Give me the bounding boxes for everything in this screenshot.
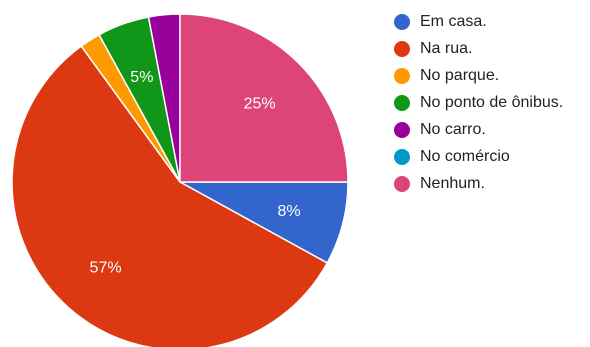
legend-label: No carro. (420, 120, 486, 138)
legend-item-na-rua[interactable]: Na rua. (394, 35, 563, 62)
legend-label: Em casa. (420, 12, 487, 30)
legend-swatch (394, 148, 410, 165)
legend-item-nenhum[interactable]: Nenhum. (394, 170, 563, 197)
pie-slice-na-rua[interactable] (11, 45, 329, 347)
legend-item-no-parque[interactable]: No parque. (394, 62, 563, 89)
legend-item-em-casa[interactable]: Em casa. (394, 8, 563, 35)
legend-label: No comércio (420, 147, 510, 165)
pie-plot: 8% 57% 5% 25% (11, 13, 349, 347)
legend-item-no-ponto-de-onibus[interactable]: No ponto de ônibus. (394, 89, 563, 116)
legend-item-no-carro[interactable]: No carro. (394, 116, 563, 143)
legend-swatch (394, 94, 410, 111)
legend-item-no-comercio[interactable]: No comércio (394, 143, 563, 170)
legend-swatch (394, 67, 410, 84)
data-label-em-casa: 8% (277, 203, 300, 220)
legend: Em casa. Na rua. No parque. No ponto de … (394, 8, 563, 197)
legend-swatch (394, 175, 410, 192)
legend-label: Na rua. (420, 39, 473, 57)
data-label-no-ponto-de-onibus: 5% (130, 69, 153, 86)
legend-label: No parque. (420, 66, 500, 84)
legend-swatch (394, 40, 410, 57)
pie-slice-nenhum[interactable] (179, 13, 349, 183)
legend-label: No ponto de ônibus. (420, 93, 564, 111)
legend-swatch (394, 121, 410, 138)
data-label-na-rua: 57% (90, 259, 122, 276)
data-label-nenhum: 25% (244, 95, 276, 112)
legend-swatch (394, 13, 410, 30)
legend-label: Nenhum. (420, 174, 485, 192)
